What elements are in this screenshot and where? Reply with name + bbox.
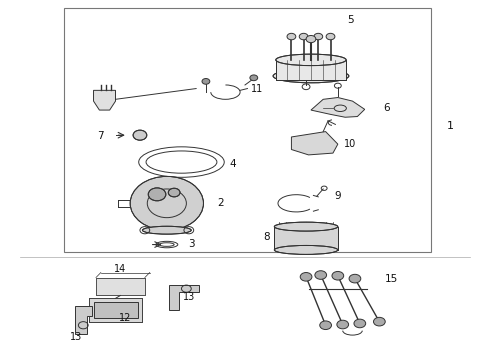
Bar xyxy=(276,60,346,80)
Polygon shape xyxy=(311,98,365,117)
Bar xyxy=(96,278,145,296)
Circle shape xyxy=(332,271,343,280)
Bar xyxy=(94,302,138,318)
Circle shape xyxy=(202,78,210,84)
Circle shape xyxy=(315,271,327,279)
Text: 5: 5 xyxy=(347,15,353,26)
Polygon shape xyxy=(292,132,338,155)
Circle shape xyxy=(133,130,147,140)
Bar xyxy=(89,298,143,321)
Text: 3: 3 xyxy=(188,239,195,249)
Circle shape xyxy=(130,176,203,230)
Circle shape xyxy=(337,320,348,329)
Text: 9: 9 xyxy=(335,191,341,201)
Bar xyxy=(274,226,338,250)
Circle shape xyxy=(306,36,316,42)
Text: 4: 4 xyxy=(229,159,236,169)
Text: 15: 15 xyxy=(385,274,398,284)
Circle shape xyxy=(300,273,312,281)
Ellipse shape xyxy=(274,222,338,231)
Polygon shape xyxy=(94,90,116,110)
Bar xyxy=(96,278,145,296)
Bar xyxy=(89,298,143,321)
Ellipse shape xyxy=(276,54,346,66)
Text: 8: 8 xyxy=(264,232,270,242)
Text: 1: 1 xyxy=(447,121,454,131)
Bar xyxy=(276,60,346,80)
Bar xyxy=(64,8,431,252)
Ellipse shape xyxy=(274,246,338,255)
Bar xyxy=(274,226,338,250)
Circle shape xyxy=(320,321,331,329)
Circle shape xyxy=(314,33,323,40)
Text: 10: 10 xyxy=(344,139,356,149)
Circle shape xyxy=(349,274,361,283)
Circle shape xyxy=(299,33,308,40)
Text: 7: 7 xyxy=(97,131,103,140)
Circle shape xyxy=(287,33,296,40)
Ellipse shape xyxy=(143,226,191,234)
Text: 12: 12 xyxy=(119,313,131,323)
Circle shape xyxy=(354,319,366,328)
Ellipse shape xyxy=(273,69,349,83)
Text: 13: 13 xyxy=(183,292,195,302)
Text: 2: 2 xyxy=(217,198,224,208)
Circle shape xyxy=(326,33,335,40)
Circle shape xyxy=(250,75,258,81)
Circle shape xyxy=(148,188,166,201)
Circle shape xyxy=(168,188,180,197)
Text: 11: 11 xyxy=(251,84,263,94)
Text: 14: 14 xyxy=(114,264,126,274)
Text: 13: 13 xyxy=(70,332,82,342)
Polygon shape xyxy=(75,306,92,334)
Polygon shape xyxy=(169,285,198,310)
Circle shape xyxy=(373,318,385,326)
Text: 6: 6 xyxy=(383,103,390,113)
